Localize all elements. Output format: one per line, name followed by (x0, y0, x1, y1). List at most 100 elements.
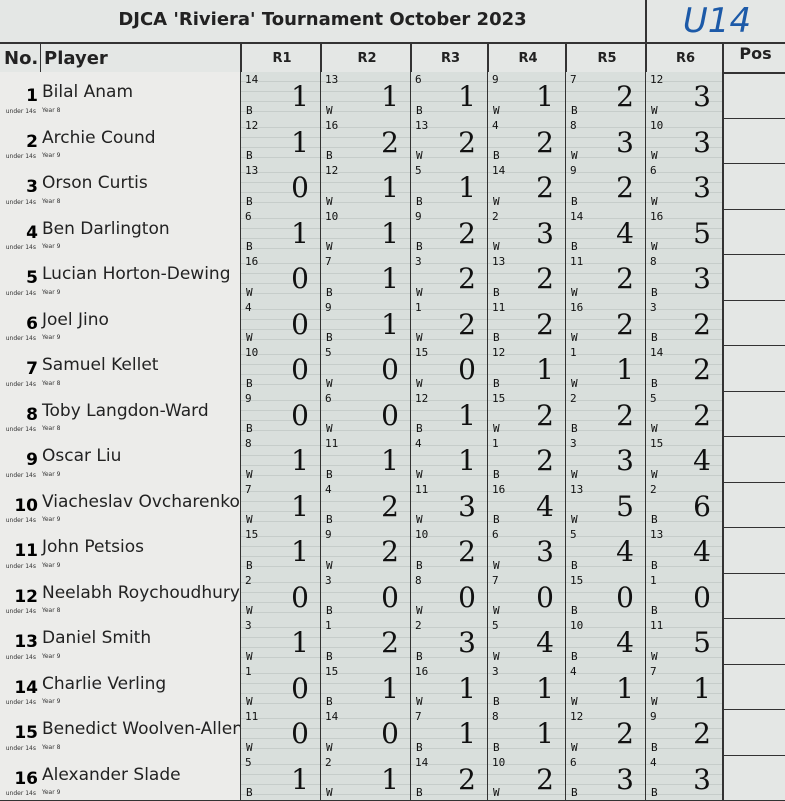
position-cell (722, 664, 785, 710)
player-category: under 14s (0, 335, 36, 342)
piece-colour: W (651, 468, 658, 481)
round-cell: 7 W 0 (487, 573, 566, 619)
round-cell: 9 B 0 (240, 391, 321, 437)
opponent-number: 4 (325, 483, 332, 496)
player-category: under 14s (0, 472, 36, 479)
player-name: Samuel Kellet (42, 355, 158, 375)
header-no: No. (0, 44, 42, 74)
piece-colour: B (326, 286, 333, 299)
cumulative-score: 5 (693, 217, 711, 250)
round-cell: 2 B 6 (645, 482, 723, 528)
piece-colour: B (246, 786, 253, 799)
round-cell: 7 B 1 (320, 254, 411, 300)
player-row: 2 Archie Cound under 14s Year 9 12 B 1 1… (0, 118, 785, 165)
opponent-number: 8 (570, 119, 577, 132)
player-name: Toby Langdon-Ward (42, 401, 209, 421)
piece-colour: W (571, 377, 578, 390)
opponent-number: 4 (245, 301, 252, 314)
position-cell (722, 300, 785, 346)
player-number: 3 (0, 177, 38, 197)
piece-colour: W (326, 195, 333, 208)
piece-colour: B (651, 513, 658, 526)
round-cell: 7 W 1 (240, 482, 321, 528)
opponent-number: 3 (492, 665, 499, 678)
cumulative-score: 3 (536, 535, 554, 568)
piece-colour: B (326, 331, 333, 344)
piece-colour: B (493, 513, 500, 526)
opponent-number: 1 (492, 437, 499, 450)
piece-colour: B (651, 331, 658, 344)
cumulative-score: 2 (536, 399, 554, 432)
opponent-number: 14 (570, 210, 583, 223)
player-row: 16 Alexander Slade under 14s Year 9 5 B … (0, 755, 785, 801)
opponent-number: 13 (415, 119, 428, 132)
cumulative-score: 2 (693, 308, 711, 341)
cumulative-score: 0 (291, 581, 309, 614)
opponent-number: 3 (650, 301, 657, 314)
player-year: Year 9 (42, 334, 60, 341)
player-name: Ben Darlington (42, 219, 170, 239)
player-number: 10 (0, 496, 38, 516)
piece-colour: W (493, 650, 500, 663)
player-year: Year 8 (42, 107, 60, 114)
round-cell: 8 B 3 (645, 254, 723, 300)
round-cell: 11 W 0 (240, 709, 321, 755)
cumulative-score: 3 (536, 217, 554, 250)
cumulative-score: 3 (616, 763, 634, 796)
cumulative-score: 0 (381, 581, 399, 614)
player-year: Year 8 (42, 744, 60, 751)
piece-colour: B (416, 240, 423, 253)
cumulative-score: 2 (693, 399, 711, 432)
cumulative-score: 1 (291, 126, 309, 159)
round-cell: 1 B 2 (487, 436, 566, 482)
piece-colour: B (571, 650, 578, 663)
piece-colour: B (326, 604, 333, 617)
piece-colour: W (326, 786, 333, 799)
player-cell: 9 Oscar Liu under 14s Year 9 (0, 436, 240, 482)
round-cell: 14 B 1 (240, 72, 321, 118)
opponent-number: 12 (570, 710, 583, 723)
player-cell: 4 Ben Darlington under 14s Year 9 (0, 209, 240, 255)
cumulative-score: 1 (536, 353, 554, 386)
player-year: Year 9 (42, 653, 60, 660)
round-cell: 15 W 0 (410, 345, 488, 391)
player-category: under 14s (0, 745, 36, 752)
cumulative-score: 0 (616, 581, 634, 614)
player-row: 7 Samuel Kellet under 14s Year 8 10 B 0 … (0, 345, 785, 392)
player-cell: 16 Alexander Slade under 14s Year 9 (0, 755, 240, 801)
player-number: 13 (0, 632, 38, 652)
opponent-number: 10 (415, 528, 428, 541)
opponent-number: 15 (492, 392, 505, 405)
player-row: 1 Bilal Anam under 14s Year 8 14 B 1 13 … (0, 72, 785, 119)
position-cell (722, 436, 785, 482)
piece-colour: B (326, 695, 333, 708)
opponent-number: 13 (245, 164, 258, 177)
piece-colour: B (416, 741, 423, 754)
round-cell: 6 W 0 (320, 391, 411, 437)
opponent-number: 8 (650, 255, 657, 268)
opponent-number: 2 (492, 210, 499, 223)
round-cell: 5 W 4 (487, 618, 566, 664)
round-cell: 16 W 5 (645, 209, 723, 255)
player-number: 2 (0, 132, 38, 152)
player-name: John Petsios (42, 537, 144, 557)
round-cell: 15 B 1 (320, 664, 411, 710)
piece-colour: B (571, 604, 578, 617)
opponent-number: 6 (415, 73, 422, 86)
cumulative-score: 2 (616, 717, 634, 750)
round-cell: 6 B 1 (410, 72, 488, 118)
opponent-number: 7 (492, 574, 499, 587)
piece-colour: B (493, 331, 500, 344)
piece-colour: W (326, 240, 333, 253)
player-row: 13 Daniel Smith under 14s Year 9 3 W 1 1… (0, 618, 785, 665)
player-category: under 14s (0, 381, 36, 388)
player-number: 14 (0, 678, 38, 698)
player-number: 8 (0, 405, 38, 425)
cumulative-score: 4 (536, 490, 554, 523)
piece-colour: W (246, 741, 253, 754)
cumulative-score: 1 (291, 763, 309, 796)
piece-colour: W (326, 559, 333, 572)
piece-colour: B (326, 513, 333, 526)
round-cell: 3 B 0 (320, 573, 411, 619)
